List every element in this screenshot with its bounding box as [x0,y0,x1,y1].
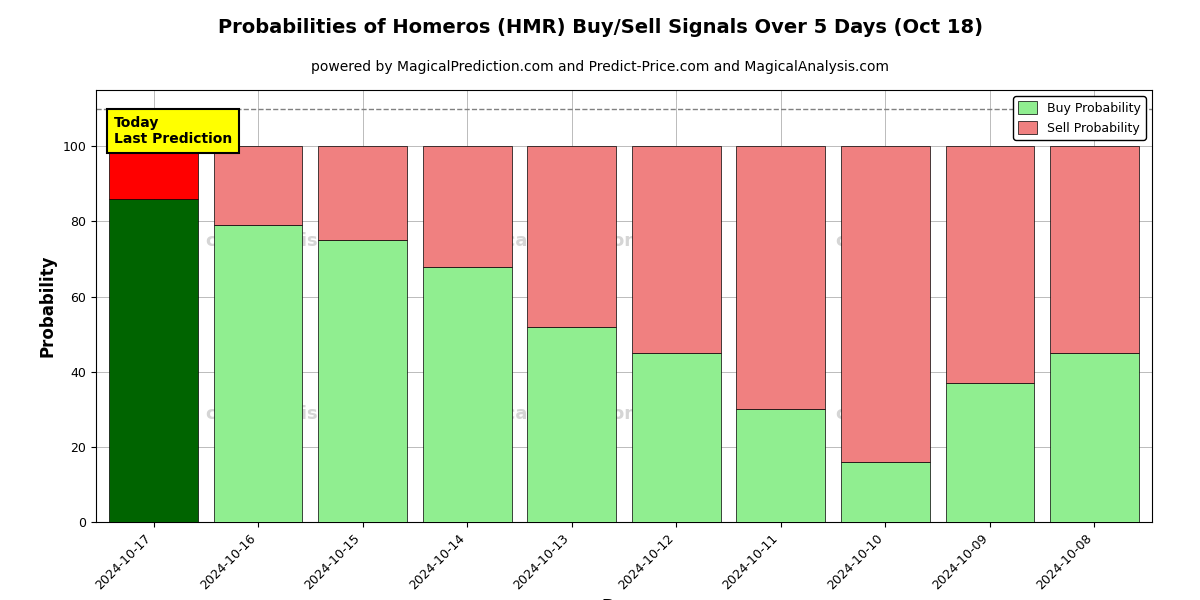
Legend: Buy Probability, Sell Probability: Buy Probability, Sell Probability [1013,96,1146,140]
Bar [527,326,616,522]
Bar [422,146,511,266]
X-axis label: Days: Days [601,598,647,600]
Text: MagicalPrediction.com: MagicalPrediction.com [456,232,686,250]
Text: Today
Last Prediction: Today Last Prediction [114,116,232,146]
Text: MagicalPrediction.com: MagicalPrediction.com [456,405,686,423]
Bar [318,240,407,522]
Text: calAnalysis.com: calAnalysis.com [205,405,367,423]
Bar [214,225,302,522]
Bar [422,266,511,522]
Bar [737,409,826,522]
Bar [632,353,721,522]
Bar [632,146,721,353]
Text: powered by MagicalPrediction.com and Predict-Price.com and MagicalAnalysis.com: powered by MagicalPrediction.com and Pre… [311,60,889,74]
Bar [109,146,198,199]
Text: calAnalysis.com: calAnalysis.com [205,232,367,250]
Bar [527,146,616,326]
Bar [841,462,930,522]
Text: com: com [835,405,877,423]
Text: Probabilities of Homeros (HMR) Buy/Sell Signals Over 5 Days (Oct 18): Probabilities of Homeros (HMR) Buy/Sell … [217,18,983,37]
Bar [1050,353,1139,522]
Bar [1050,146,1139,353]
Bar [214,146,302,225]
Bar [737,146,826,409]
Bar [318,146,407,240]
Bar [109,199,198,522]
Bar [946,383,1034,522]
Text: com: com [835,232,877,250]
Bar [841,146,930,462]
Y-axis label: Probability: Probability [38,255,56,357]
Bar [946,146,1034,383]
